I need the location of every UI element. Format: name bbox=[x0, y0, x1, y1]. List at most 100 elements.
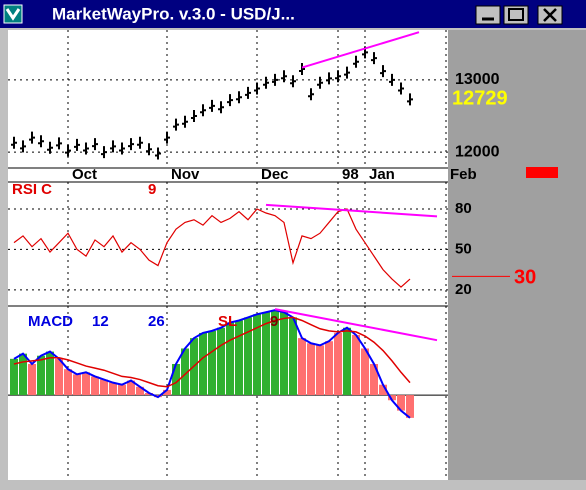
macd-bar bbox=[361, 348, 369, 396]
price-bar bbox=[389, 73, 395, 86]
macd-bar bbox=[388, 395, 396, 401]
macd-bar bbox=[253, 314, 261, 396]
y-tick-label: 80 bbox=[455, 200, 472, 217]
macd-bar bbox=[91, 376, 99, 396]
macd-bar bbox=[244, 317, 252, 396]
price-bar bbox=[11, 136, 17, 149]
macd-bar bbox=[100, 379, 108, 396]
price-bar bbox=[344, 66, 350, 79]
close-glyph bbox=[543, 8, 557, 22]
price-bar bbox=[317, 76, 323, 89]
macd-bar bbox=[370, 364, 378, 396]
y-tick-label: 50 bbox=[455, 240, 472, 257]
price-bar bbox=[128, 138, 134, 151]
macd-bar bbox=[136, 386, 144, 396]
macd-bar bbox=[280, 312, 288, 396]
app-icon-glyph bbox=[5, 8, 21, 21]
macd-bar bbox=[127, 380, 135, 396]
macd-bar bbox=[397, 395, 405, 411]
price-bar bbox=[407, 93, 413, 106]
price-bar bbox=[47, 141, 53, 154]
macd-bar bbox=[289, 317, 297, 396]
macd-bar bbox=[217, 327, 225, 396]
signal-line bbox=[13, 316, 411, 388]
plot-area bbox=[8, 30, 448, 480]
macd-bar bbox=[199, 332, 207, 396]
price-bar bbox=[101, 146, 107, 159]
x-tick-label: Oct bbox=[72, 166, 97, 183]
price-bar bbox=[290, 75, 296, 88]
macd-bar bbox=[73, 374, 81, 396]
macd-bar bbox=[334, 332, 342, 396]
price-bar bbox=[308, 88, 314, 101]
macd-bar bbox=[46, 351, 54, 396]
price-bar bbox=[29, 131, 35, 144]
price-bar bbox=[371, 52, 377, 65]
price-bar bbox=[281, 70, 287, 83]
price-bar bbox=[20, 140, 26, 153]
rsi-marker-label: 30 bbox=[514, 267, 536, 289]
axis-panel bbox=[448, 30, 586, 480]
price-bar bbox=[65, 144, 71, 157]
macd-bar bbox=[109, 382, 117, 396]
last-price-label: 12729 bbox=[452, 88, 508, 110]
macd-bar bbox=[37, 355, 45, 396]
macd-bar bbox=[118, 384, 126, 396]
macd-bar bbox=[298, 338, 306, 396]
macd-bar bbox=[28, 364, 36, 396]
macd-bar bbox=[406, 395, 414, 418]
panel-title: 9 bbox=[270, 313, 278, 330]
macd-bar bbox=[262, 312, 270, 396]
macd-bar bbox=[226, 322, 234, 396]
macd-bar bbox=[172, 364, 180, 396]
price-bar bbox=[38, 135, 44, 148]
price-bar bbox=[155, 147, 161, 160]
y-tick-label: 12000 bbox=[455, 143, 500, 160]
y-tick-label: 13000 bbox=[455, 71, 500, 88]
price-bar bbox=[326, 72, 332, 85]
x-tick-label: Jan bbox=[369, 166, 395, 183]
macd-bar bbox=[55, 358, 63, 396]
price-bar bbox=[272, 73, 278, 86]
price-bar bbox=[335, 70, 341, 83]
price-bar bbox=[353, 55, 359, 68]
price-bar bbox=[200, 104, 206, 117]
macd-bar bbox=[10, 358, 18, 396]
price-bar bbox=[173, 118, 179, 131]
macd-bar bbox=[208, 330, 216, 396]
price-bar bbox=[137, 136, 143, 149]
panel-title: RSI C bbox=[12, 181, 52, 198]
macd-bar bbox=[316, 345, 324, 396]
window-title: MarketWayPro. v.3.0 - USD/J... bbox=[52, 4, 295, 23]
macd-bar bbox=[352, 335, 360, 396]
price-bar bbox=[380, 65, 386, 78]
x-tick-label: 98 bbox=[342, 166, 359, 183]
trendline bbox=[265, 203, 438, 218]
macd-bar bbox=[235, 320, 243, 396]
price-bar bbox=[227, 94, 233, 107]
price-bar bbox=[218, 101, 224, 114]
trendline bbox=[274, 308, 438, 342]
price-bar bbox=[119, 142, 125, 155]
minimize-button[interactable] bbox=[475, 5, 501, 25]
panel-title: 9 bbox=[148, 181, 156, 198]
price-bar bbox=[236, 91, 242, 104]
panel-title: SL bbox=[218, 313, 237, 330]
panel-title: MACD bbox=[28, 313, 73, 330]
panel-title: 12 bbox=[92, 313, 109, 330]
price-bar bbox=[74, 138, 80, 151]
panel-title: 26 bbox=[148, 313, 165, 330]
price-bar bbox=[209, 99, 215, 112]
price-bar bbox=[56, 137, 62, 150]
macd-bar bbox=[19, 353, 27, 396]
x-tick-label: Feb bbox=[450, 166, 477, 183]
price-bar bbox=[146, 143, 152, 156]
price-bar bbox=[83, 142, 89, 155]
price-bar bbox=[191, 109, 197, 122]
indicator-icon bbox=[526, 167, 558, 178]
macd-bar bbox=[64, 369, 72, 396]
price-bar bbox=[263, 76, 269, 89]
macd-bar bbox=[271, 310, 279, 396]
